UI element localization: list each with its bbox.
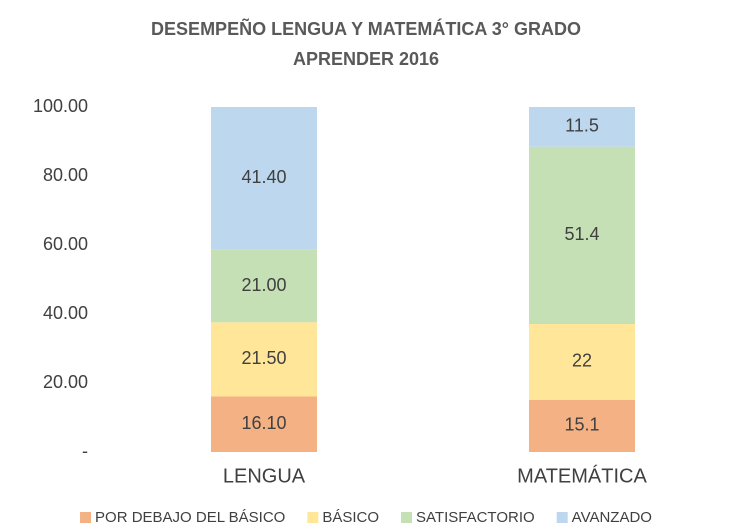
bar-segment bbox=[529, 146, 635, 325]
y-tick-label: - bbox=[82, 441, 88, 461]
bar-segment bbox=[529, 399, 635, 452]
legend-swatch bbox=[401, 512, 413, 523]
legend-swatch bbox=[80, 512, 92, 523]
bar-segment bbox=[211, 322, 317, 397]
data-label: 21.00 bbox=[241, 275, 286, 295]
legend-swatch bbox=[307, 512, 319, 523]
bar-segment bbox=[211, 249, 317, 323]
bar-segment bbox=[529, 107, 635, 147]
y-tick-label: 100.00 bbox=[33, 96, 88, 116]
legend-label: SATISFACTORIO bbox=[416, 509, 535, 526]
data-label: 16.10 bbox=[241, 413, 286, 433]
data-label: 22 bbox=[572, 351, 592, 371]
y-tick-label: 60.00 bbox=[43, 234, 88, 254]
legend-swatch bbox=[556, 512, 568, 523]
data-label: 21.50 bbox=[241, 348, 286, 368]
chart-subtitle: APRENDER 2016 bbox=[293, 49, 439, 69]
data-label: 11.5 bbox=[565, 116, 599, 136]
y-tick-label: 20.00 bbox=[43, 372, 88, 392]
bar-segment bbox=[211, 396, 317, 452]
legend-label: BÁSICO bbox=[322, 509, 379, 526]
data-label: 51.4 bbox=[564, 224, 599, 244]
data-label: 15.1 bbox=[564, 415, 599, 435]
data-label: 41.40 bbox=[241, 167, 286, 187]
x-tick-label: LENGUA bbox=[223, 465, 306, 487]
y-tick-label: 80.00 bbox=[43, 165, 88, 185]
bar-segment bbox=[211, 107, 317, 250]
bar-segment bbox=[529, 324, 635, 400]
legend-label: AVANZADO bbox=[572, 509, 652, 526]
x-tick-label: MATEMÁTICA bbox=[517, 464, 647, 487]
chart-title: DESEMPEÑO LENGUA Y MATEMÁTICA 3° GRADO bbox=[151, 18, 581, 39]
legend-label: POR DEBAJO DEL BÁSICO bbox=[95, 509, 285, 526]
y-tick-label: 40.00 bbox=[43, 303, 88, 323]
